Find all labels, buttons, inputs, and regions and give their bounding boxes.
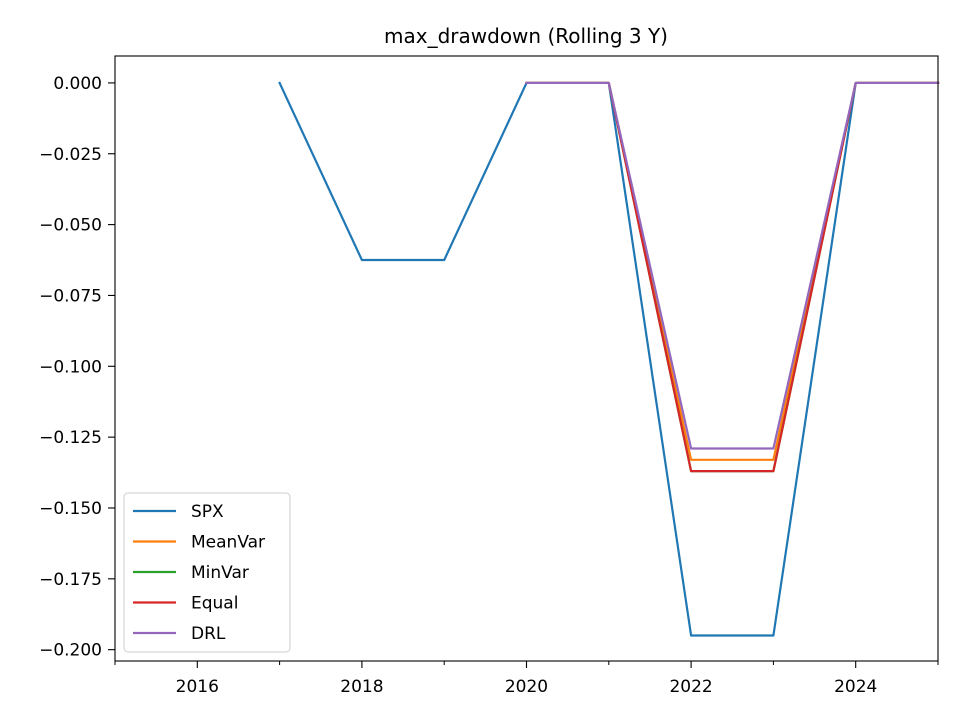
- legend-box: [123, 492, 291, 653]
- legend: SPX MeanVar MinVar Equal DRL: [123, 492, 291, 653]
- legend-label-meanvar: MeanVar: [191, 533, 265, 553]
- y-tick-label: −0.125: [39, 428, 102, 448]
- axes-layer: 0.000 −0.025 −0.050 −0.075 −0.100 −0.125 −0.15…: [39, 55, 939, 697]
- legend-label-equal: Equal: [191, 594, 238, 614]
- y-tick-label: −0.100: [39, 357, 102, 377]
- series-line-meanvar: [525, 81, 940, 461]
- x-tick-label: 2018: [340, 677, 383, 697]
- x-tick-label: 2020: [505, 677, 548, 697]
- y-tick-label: −0.075: [39, 286, 102, 306]
- series-line-equal: [525, 81, 940, 473]
- legend-label-drl: DRL: [191, 624, 226, 644]
- x-tick-label: 2024: [834, 677, 877, 697]
- legend-label-spx: SPX: [191, 502, 224, 522]
- y-tick-label: −0.200: [39, 641, 102, 661]
- y-tick-label: 0.000: [53, 74, 102, 94]
- series-line-minvar: [525, 81, 940, 473]
- y-tick-label: −0.050: [39, 216, 102, 236]
- y-tick-label: −0.150: [39, 499, 102, 519]
- chart-title: max_drawdown (Rolling 3 Y): [384, 24, 668, 48]
- x-tick-label: 2016: [176, 677, 219, 697]
- series-line-drl: [525, 81, 940, 450]
- series-layer: [278, 81, 940, 637]
- y-tick-label: −0.025: [39, 145, 102, 165]
- y-tick-label: −0.175: [39, 570, 102, 590]
- legend-label-minvar: MinVar: [191, 563, 249, 583]
- x-tick-label: 2022: [669, 677, 712, 697]
